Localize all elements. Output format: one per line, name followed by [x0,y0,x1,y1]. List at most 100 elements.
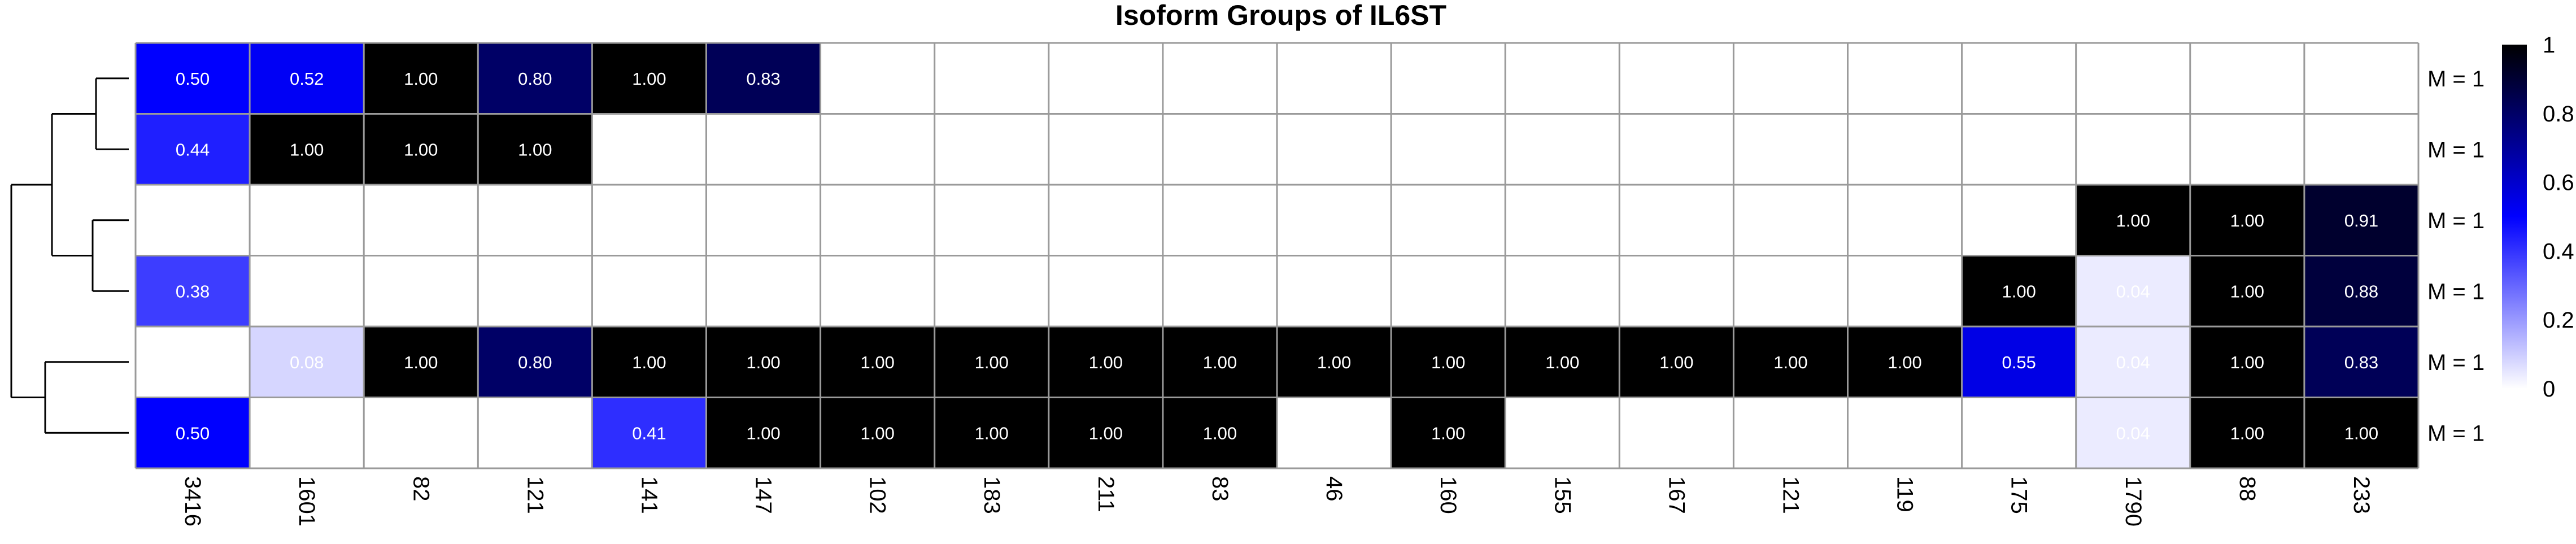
heatmap-cell [136,114,250,185]
cell-value-label: 0.80 [518,69,552,89]
colorbar-tick-label: 0 [2543,377,2555,402]
cell-value-label: 1.00 [404,140,438,159]
colorbar-tick-label: 0.6 [2543,171,2574,195]
heatmap-cell [364,255,478,327]
heatmap-cell [1277,397,1392,468]
heatmap-cell [820,255,935,327]
cell-value-label: 1.00 [1089,423,1123,443]
column-label: 102 [865,476,890,514]
heatmap-cell [478,43,592,114]
column-label: 1790 [2121,476,2146,526]
heatmap-cell [706,43,821,114]
heatmap-cell [1733,114,1848,185]
cell-value-label: 1.00 [2230,211,2264,230]
column-label: 160 [1436,476,1461,514]
heatmap-cell [1619,327,1734,398]
heatmap-cell [1962,255,2076,327]
heatmap-cell [706,397,821,468]
heatmap-cell [934,114,1049,185]
heatmap-cell [2304,43,2418,114]
heatmap-cell [2304,114,2418,185]
heatmap-cell [478,185,592,256]
heatmap-cell [1277,114,1392,185]
cell-value-label: 0.04 [2116,423,2150,443]
heatmap-cell [1962,397,2076,468]
heatmap-cell [2190,327,2304,398]
cell-value-label: 1.00 [1773,352,1807,372]
heatmap-cell [250,43,364,114]
heatmap-cell [1162,327,1277,398]
column-label: 211 [1093,476,1118,512]
colorbar-tick-label: 1 [2543,33,2555,58]
row-dendrogram [10,77,129,434]
heatmap-cell [820,185,935,256]
column-label: 233 [2349,476,2374,514]
column-label: 147 [751,476,776,514]
column-labels: 3416 1601 82 121 141 147 102 183 211 83 46 160 155 16… [180,476,2374,526]
heatmap-cell [820,114,935,185]
cell-value-label: 1.00 [1203,352,1237,372]
heatmap-cell [1847,43,1962,114]
heatmap-cell [1847,327,1962,398]
heatmap-cell [592,114,707,185]
cell-value-label: 0.80 [518,352,552,372]
row-label: M = 1 [2427,421,2485,446]
heatmap-cell [592,255,707,327]
heatmap-cell [1619,43,1734,114]
heatmap-cell [250,397,364,468]
heatmap-cell [1048,185,1163,256]
colorbar-tick-label: 0.8 [2543,102,2574,127]
cell-value-label: 1.00 [2116,211,2150,230]
heatmap-cell [1962,185,2076,256]
cell-value-label: 0.04 [2116,352,2150,372]
heatmap-cell [2076,397,2190,468]
cell-value-label: 1.00 [404,352,438,372]
column-label: 141 [637,476,661,514]
heatmap-cell [1391,185,1506,256]
column-label: 121 [522,476,547,514]
heatmap-cell [2076,327,2190,398]
heatmap-cell [478,255,592,327]
cell-value-label: 1.00 [1317,352,1351,372]
heatmap-cell [2076,185,2190,256]
heatmap-cell [136,255,250,327]
heatmap-cell [1733,43,1848,114]
cell-value-labels: 0.50 0.52 1.00 0.80 1.00 0.83 0.44 1.00 1.00 1.00… [176,69,2378,443]
heatmap-cell [250,255,364,327]
column-label: 167 [1664,476,1689,514]
heatmap-cell [2304,255,2418,327]
heatmap-cell [1619,114,1734,185]
cell-value-label: 1.00 [975,352,1009,372]
colorbar-tick-label: 0.2 [2543,308,2574,333]
heatmap-cell [2304,397,2418,468]
cell-value-label: 0.50 [176,69,210,89]
heatmap-cell [364,114,478,185]
heatmap-cell [1505,43,1620,114]
heatmap-cell [478,327,592,398]
colorbar-tick-label: 0.4 [2543,239,2574,264]
heatmap-cell [592,43,707,114]
colorbar-gradient [2502,45,2527,389]
heatmap-cell [250,185,364,256]
heatmap-cell [1619,255,1734,327]
column-label: 82 [408,476,433,502]
cell-value-label: 1.00 [518,140,552,159]
cell-value-label: 1.00 [860,352,894,372]
cell-value-label: 0.41 [632,423,666,443]
cell-value-label: 0.52 [290,69,324,89]
heatmap-cell [250,114,364,185]
column-label: 1601 [294,476,319,526]
heatmap-cell [1391,397,1506,468]
cell-value-label: 1.00 [1089,352,1123,372]
cell-value-label: 0.83 [2344,352,2378,372]
cell-value-label: 1.00 [1545,352,1579,372]
heatmap-cell [2190,255,2304,327]
cell-value-label: 1.00 [404,69,438,89]
heatmap-cell [1505,397,1620,468]
cell-value-label: 1.00 [746,423,780,443]
cell-value-label: 1.00 [2344,423,2378,443]
heatmap-cell [1619,185,1734,256]
cell-value-label: 1.00 [2230,423,2264,443]
column-label: 88 [2235,476,2260,502]
cell-value-label: 1.00 [1888,352,1921,372]
